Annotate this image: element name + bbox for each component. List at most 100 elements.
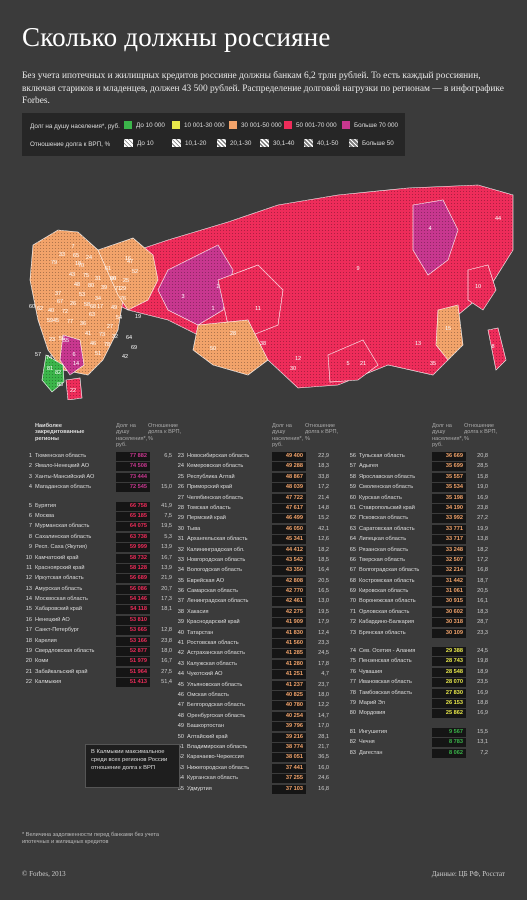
table-cell-ratio: 12,8 bbox=[161, 627, 172, 634]
table-cell-ratio: 13,0 bbox=[318, 598, 329, 605]
table-cell-rank: 15 bbox=[25, 606, 32, 613]
map-region-number: 60 bbox=[29, 304, 35, 310]
table-cell-ratio: 42,1 bbox=[318, 525, 329, 532]
table-cell-rank: 59 bbox=[349, 484, 356, 491]
table-cell-debt: 31 061 bbox=[432, 587, 466, 597]
table-cell-ratio: 24,5 bbox=[318, 650, 329, 657]
table-cell-rank: 71 bbox=[349, 608, 356, 615]
legend-hatch-swatch bbox=[124, 139, 133, 147]
table-cell-rank: 75 bbox=[349, 658, 356, 665]
table-cell-rank: 53 bbox=[177, 764, 184, 771]
table-cell-region: Костромская область bbox=[359, 577, 415, 584]
map-region-number: 11 bbox=[255, 306, 261, 312]
table-cell-ratio: 18,7 bbox=[477, 577, 488, 584]
table-cell-region: Башкортостан bbox=[187, 723, 224, 730]
map-region-number: 82 bbox=[55, 370, 61, 376]
map-region-number: 81 bbox=[47, 366, 53, 372]
table-cell-region: Забайкальский край bbox=[35, 668, 88, 675]
table-cell-ratio: 14,8 bbox=[318, 504, 329, 511]
map-region-number: 83 bbox=[57, 382, 63, 388]
table-cell-rank: 66 bbox=[349, 556, 356, 563]
map-region-number: 35 bbox=[430, 361, 436, 367]
table-cell-ratio: 17,0 bbox=[318, 723, 329, 730]
table-cell-region: Новгородская область bbox=[187, 556, 246, 563]
table-cell-debt: 33 248 bbox=[432, 545, 466, 555]
map-region-number: 12 bbox=[295, 356, 301, 362]
table-cell-rank: 16 bbox=[25, 616, 32, 623]
kalmykia-callout: В Калмыкии максимальное среди всех регио… bbox=[85, 744, 180, 788]
map-region-number: 7 bbox=[71, 244, 74, 250]
map-region-number: 32 bbox=[112, 334, 118, 340]
table-cell-debt: 41 285 bbox=[272, 649, 306, 659]
map-region-number: 46 bbox=[90, 341, 96, 347]
table-cell-region: Новосибирская область bbox=[187, 453, 250, 459]
table-cell-region: Астраханская область bbox=[187, 650, 246, 657]
table-cell-debt: 30 318 bbox=[432, 618, 466, 628]
table-header-debt: Долг на душу населения*, руб. bbox=[272, 423, 304, 449]
table-cell-rank: 52 bbox=[177, 754, 184, 761]
table-cell-rank: 34 bbox=[177, 567, 184, 574]
table-cell-debt: 32 507 bbox=[432, 555, 466, 565]
table-cell-region: Ярославская область bbox=[359, 473, 416, 480]
table-cell-debt: 41 237 bbox=[272, 680, 306, 690]
table-cell-debt: 59 999 bbox=[116, 543, 150, 553]
table-cell-debt: 56 689 bbox=[116, 574, 150, 584]
legend-color-item: 50 001-70 000 bbox=[284, 121, 337, 129]
table-cell-rank: 47 bbox=[177, 702, 184, 709]
table-cell-rank: 4 bbox=[28, 484, 32, 491]
map-region-number: 71 bbox=[115, 286, 121, 292]
table-cell-debt: 41 830 bbox=[272, 628, 306, 638]
map-hatch-region-sakhalin bbox=[488, 328, 506, 370]
legend-hatch-swatch bbox=[172, 139, 181, 147]
table-cell-rank: 40 bbox=[177, 629, 184, 636]
map-hatch-region-primorye bbox=[436, 305, 463, 360]
map-region-number: 41 bbox=[85, 331, 91, 337]
table-cell-region: Ивановская область bbox=[359, 679, 412, 686]
legend-hatch-item: 40,1-50 bbox=[304, 139, 338, 147]
table-cell-debt: 33 771 bbox=[432, 524, 466, 534]
table-cell-ratio: 41,9 bbox=[161, 502, 172, 509]
table-cell-debt: 42 770 bbox=[272, 587, 306, 597]
map-region-number: 36 bbox=[80, 321, 86, 327]
table-cell-ratio: 4,7 bbox=[321, 671, 329, 678]
table-cell-region: Еврейская АО bbox=[187, 577, 225, 584]
table-cell-debt: 41 560 bbox=[272, 639, 306, 649]
table-header-ratio: Отношение долга к ВРП, % bbox=[305, 423, 339, 442]
table-cell-region: Смоленская область bbox=[359, 484, 414, 491]
table-cell-rank: 51 bbox=[177, 743, 184, 750]
legend-hatch-item: Больше 50 bbox=[349, 139, 394, 147]
table-cell-region: Ненецкий АО bbox=[35, 616, 70, 623]
table-cell-debt: 65 185 bbox=[116, 511, 150, 521]
table-cell-debt: 30 915 bbox=[432, 597, 466, 607]
table-cell-ratio: 21,7 bbox=[318, 743, 329, 750]
table-cell-ratio: 23,8 bbox=[161, 637, 172, 644]
map-region-number: 51 bbox=[95, 351, 101, 357]
legend-hatch-swatch bbox=[304, 139, 313, 147]
table-cell-debt: 54 118 bbox=[116, 605, 150, 615]
map-region-number: 8 bbox=[491, 344, 494, 350]
map-region-number: 17 bbox=[97, 304, 103, 310]
table-cell-rank: 35 bbox=[177, 577, 184, 584]
map-region-number: 25 bbox=[123, 278, 129, 284]
table-cell-debt: 40 254 bbox=[272, 711, 306, 721]
table-cell-debt: 35 557 bbox=[432, 472, 466, 482]
table-cell-ratio: 16,5 bbox=[318, 588, 329, 595]
table-cell-rank: 8 bbox=[28, 533, 32, 540]
table-cell-ratio: 23,3 bbox=[477, 629, 488, 636]
legend-hatch-swatch bbox=[260, 139, 269, 147]
table-cell-region: Волгоградская область bbox=[359, 567, 420, 574]
map-region-number: 80 bbox=[88, 283, 94, 289]
table-cell-ratio: 19,9 bbox=[477, 525, 488, 532]
map-region-number: 43 bbox=[69, 272, 75, 278]
table-cell-debt: 25 862 bbox=[432, 709, 466, 719]
table-cell-debt: 40 780 bbox=[272, 701, 306, 711]
table-cell-rank: 31 bbox=[177, 536, 184, 543]
table-cell-ratio: 51,4 bbox=[161, 679, 172, 686]
table-cell-debt: 9 567 bbox=[432, 727, 466, 737]
legend-color-label: Больше 70 000 bbox=[354, 121, 399, 129]
table-cell-rank: 25 bbox=[177, 473, 184, 480]
table-cell-debt: 51 964 bbox=[116, 667, 150, 677]
table-cell-debt: 54 146 bbox=[116, 595, 150, 605]
legend-hatch-item: До 10 bbox=[124, 139, 154, 147]
table-cell-ratio: 16,1 bbox=[477, 598, 488, 605]
